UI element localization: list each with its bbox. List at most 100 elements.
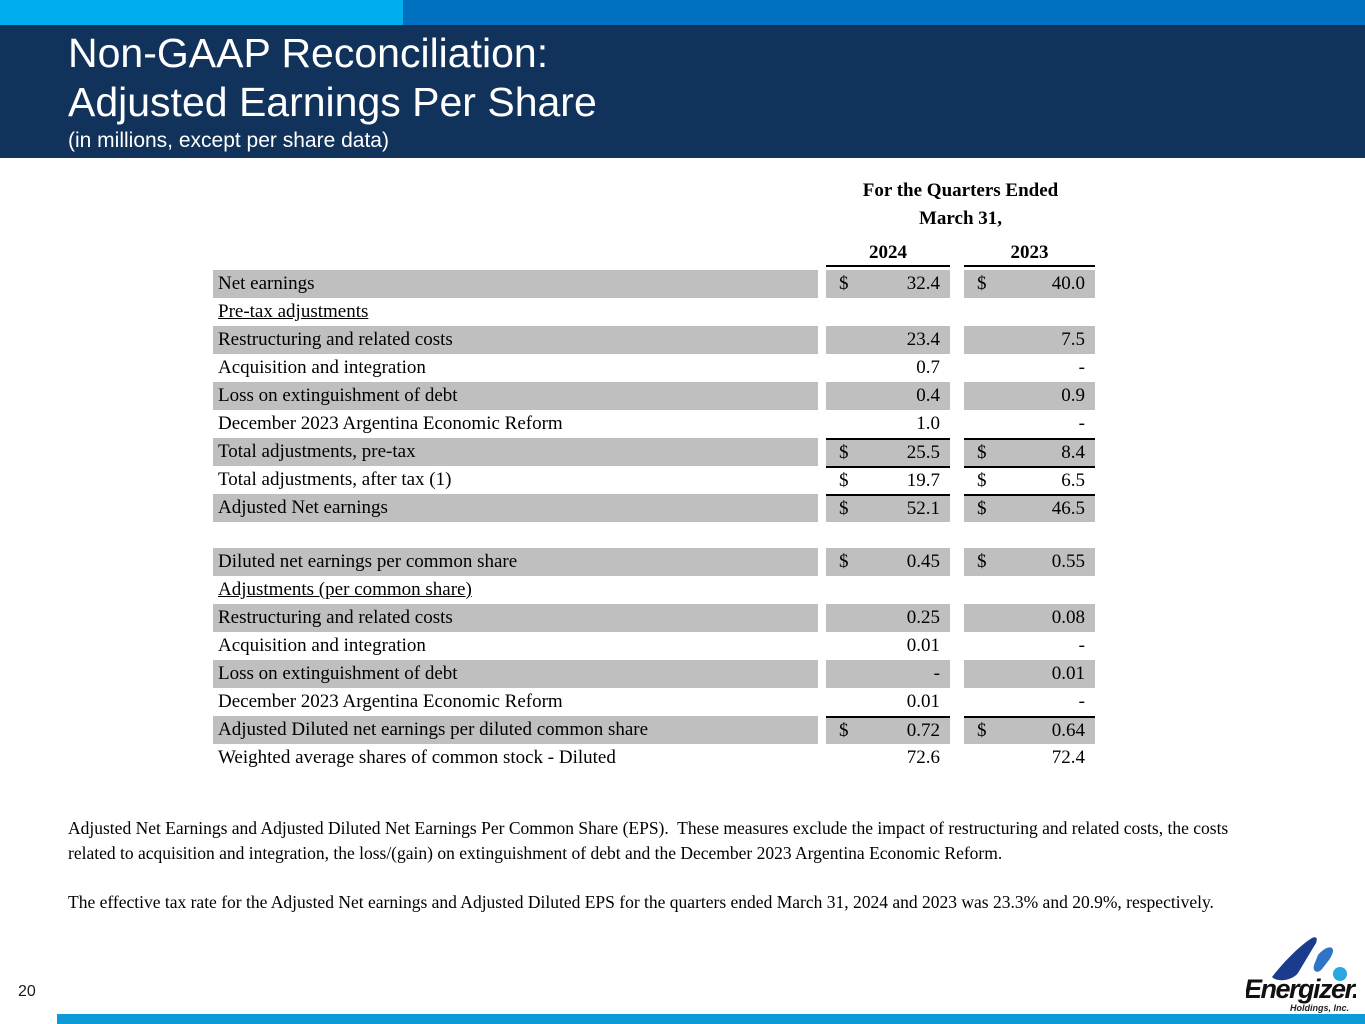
- column-gap: [818, 604, 826, 632]
- value-number: 0.4: [916, 385, 940, 406]
- column-gap: [950, 576, 964, 604]
- column-gap: [818, 688, 826, 716]
- value-cell-2024: 0.01: [826, 688, 950, 716]
- value-cell-2023: $46.5: [964, 494, 1095, 522]
- bottom-accent-bar: [57, 1014, 1365, 1024]
- value-cell-2024: -: [826, 660, 950, 688]
- value-number: -: [933, 663, 940, 684]
- value-number: 1.0: [916, 413, 940, 434]
- energizer-holdings-text: Holdings, Inc.: [1290, 1003, 1349, 1013]
- row-label: Acquisition and integration: [218, 635, 426, 656]
- value-number: 7.5: [1061, 329, 1085, 350]
- column-gap: [818, 744, 826, 772]
- value-cell-2024: $19.7: [826, 466, 950, 494]
- dollar-sign: $: [977, 442, 987, 463]
- value-number: 19.7: [906, 470, 940, 491]
- dollar-sign: $: [839, 442, 849, 463]
- column-gap: [818, 270, 826, 298]
- column-gap: [950, 298, 964, 326]
- page-title-line1: Non-GAAP Reconciliation:: [68, 30, 549, 76]
- value-cell-2023: $0.64: [964, 716, 1095, 744]
- year-header-2024: 2024: [826, 241, 950, 267]
- column-gap: [818, 354, 826, 382]
- value-cell-2024: $0.45: [826, 548, 950, 576]
- page-number: 20: [18, 983, 36, 1000]
- row-label: Adjustments (per common share): [218, 579, 472, 600]
- column-gap: [818, 716, 826, 744]
- table-row: Loss on extinguishment of debt - 0.01: [213, 660, 1095, 688]
- dollar-sign: $: [839, 273, 849, 294]
- dollar-sign: $: [977, 720, 987, 741]
- value-cell-2023: $8.4: [964, 438, 1095, 466]
- table-row: Pre-tax adjustments: [213, 298, 1095, 326]
- value-cell-2023: -: [964, 632, 1095, 660]
- value-cell-2023: $40.0: [964, 270, 1095, 298]
- value-cell-2024: [826, 576, 950, 604]
- value-number: 0.9: [1061, 385, 1085, 406]
- row-label: Restructuring and related costs: [213, 326, 818, 354]
- row-label: Adjusted Net earnings: [213, 494, 818, 522]
- page-title: Non-GAAP Reconciliation: Adjusted Earnin…: [68, 29, 597, 127]
- column-gap: [818, 660, 826, 688]
- column-gap: [818, 494, 826, 522]
- value-number: 25.5: [906, 442, 940, 463]
- value-cell-2024: 0.4: [826, 382, 950, 410]
- energizer-wordmark: Energizer.: [1246, 974, 1356, 1004]
- row-label: Loss on extinguishment of debt: [213, 382, 818, 410]
- value-number: 32.4: [906, 273, 940, 294]
- column-gap: [818, 576, 826, 604]
- value-cell-2023: $0.55: [964, 548, 1095, 576]
- footnote-definition: Adjusted Net Earnings and Adjusted Dilut…: [68, 818, 1229, 863]
- footnotes: Adjusted Net Earnings and Adjusted Dilut…: [68, 816, 1253, 915]
- value-cell-2024: 72.6: [826, 744, 950, 772]
- value-cell-2024: $25.5: [826, 438, 950, 466]
- period-header: For the Quarters Ended: [213, 177, 1095, 205]
- row-label: Adjusted Diluted net earnings per dilute…: [213, 716, 818, 744]
- value-number: 0.01: [906, 635, 940, 656]
- value-number: 0.7: [916, 357, 940, 378]
- column-gap: [818, 326, 826, 354]
- value-cell-2023: $6.5: [964, 466, 1095, 494]
- header-accent-blue: [0, 0, 1365, 25]
- column-gap: [950, 410, 964, 438]
- value-cell-2024: [826, 298, 950, 326]
- column-gap: [950, 744, 964, 772]
- column-gap: [950, 382, 964, 410]
- period-header-line2: March 31,: [918, 208, 1003, 229]
- column-gap: [950, 466, 964, 494]
- value-cell-2024: $52.1: [826, 494, 950, 522]
- value-number: 40.0: [1051, 273, 1085, 294]
- value-cell-2023: -: [964, 688, 1095, 716]
- value-cell-2023: 0.01: [964, 660, 1095, 688]
- value-cell-2023: 0.08: [964, 604, 1095, 632]
- value-cell-2023: 0.9: [964, 382, 1095, 410]
- reconciliation-table: For the Quarters Ended March 31, 2024 20…: [213, 177, 1095, 772]
- title-band: Non-GAAP Reconciliation: Adjusted Earnin…: [0, 25, 1365, 158]
- table-row: Net earnings $32.4 $40.0: [213, 270, 1095, 298]
- column-gap: [950, 632, 964, 660]
- table-row: Diluted net earnings per common share $0.…: [213, 548, 1095, 576]
- value-number: 8.4: [1061, 442, 1085, 463]
- column-gap: [818, 466, 826, 494]
- row-label: Acquisition and integration: [218, 357, 426, 378]
- value-number: 46.5: [1051, 498, 1085, 519]
- value-cell-2023: [964, 576, 1095, 604]
- table-row: Weighted average shares of common stock …: [213, 744, 1095, 772]
- column-gap: [950, 716, 964, 744]
- value-number: 72.6: [906, 747, 940, 768]
- value-cell-2023: 7.5: [964, 326, 1095, 354]
- value-number: 0.55: [1051, 551, 1085, 572]
- row-label: December 2023 Argentina Economic Reform: [218, 413, 563, 434]
- year-header-row: 2024 2023: [213, 241, 1095, 267]
- value-number: -: [1078, 691, 1085, 712]
- column-gap: [950, 494, 964, 522]
- value-number: 0.64: [1051, 720, 1085, 741]
- reconciliation-table-body: Net earnings $32.4 $40.0 Pre-tax adjustment…: [213, 270, 1095, 772]
- row-label: Loss on extinguishment of debt: [213, 660, 818, 688]
- period-header-line1: For the Quarters Ended: [862, 180, 1059, 201]
- table-row: Adjusted Net earnings $52.1 $46.5: [213, 494, 1095, 522]
- row-label: December 2023 Argentina Economic Reform: [218, 691, 563, 712]
- energizer-bolt-icon: [1272, 937, 1347, 981]
- column-gap: [818, 298, 826, 326]
